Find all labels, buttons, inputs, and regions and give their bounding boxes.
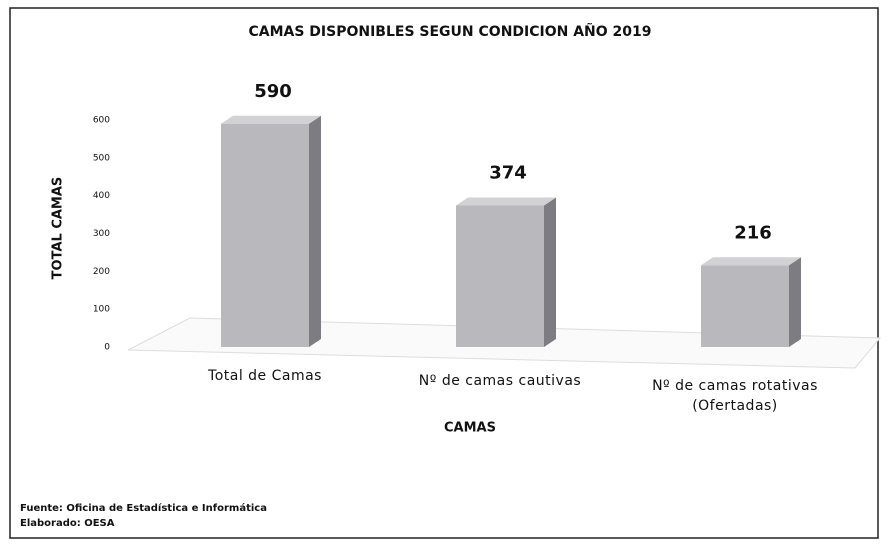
y-axis-label: TOTAL CAMAS <box>51 177 66 280</box>
y-tick-label: 500 <box>93 153 110 163</box>
bar-top <box>221 115 321 124</box>
x-tick-label: Total de Camas <box>208 368 322 384</box>
value-label: 374 <box>489 163 527 184</box>
y-tick-label: 400 <box>93 191 110 201</box>
x-tick-label: Nº de camas rotativas (Ofertadas) <box>652 378 818 414</box>
y-tick-label: 600 <box>93 116 110 126</box>
bar-top <box>701 257 801 266</box>
x-axis-label: CAMAS <box>444 421 496 436</box>
bar-side <box>309 115 321 348</box>
bar-side <box>544 197 556 347</box>
bar <box>701 265 789 347</box>
source: Fuente: Oficina de Estadística e Informá… <box>20 503 267 514</box>
y-tick-label: 100 <box>93 305 110 315</box>
y-tick-label: 0 <box>104 343 110 353</box>
bar-side <box>789 257 801 347</box>
x-tick-label: Nº de camas cautivas <box>418 373 582 389</box>
frame <box>9 7 879 539</box>
bar <box>221 123 309 348</box>
chart-title: CAMAS DISPONIBLES SEGUN CONDICION AÑO 20… <box>248 23 651 40</box>
credit: Elaborado: OESA <box>20 518 115 529</box>
value-label: 216 <box>734 222 772 243</box>
y-tick-label: 200 <box>93 267 110 277</box>
value-label: 590 <box>254 81 292 102</box>
y-tick-label: 300 <box>93 229 110 239</box>
bar-top <box>456 197 556 206</box>
bar <box>456 205 544 347</box>
